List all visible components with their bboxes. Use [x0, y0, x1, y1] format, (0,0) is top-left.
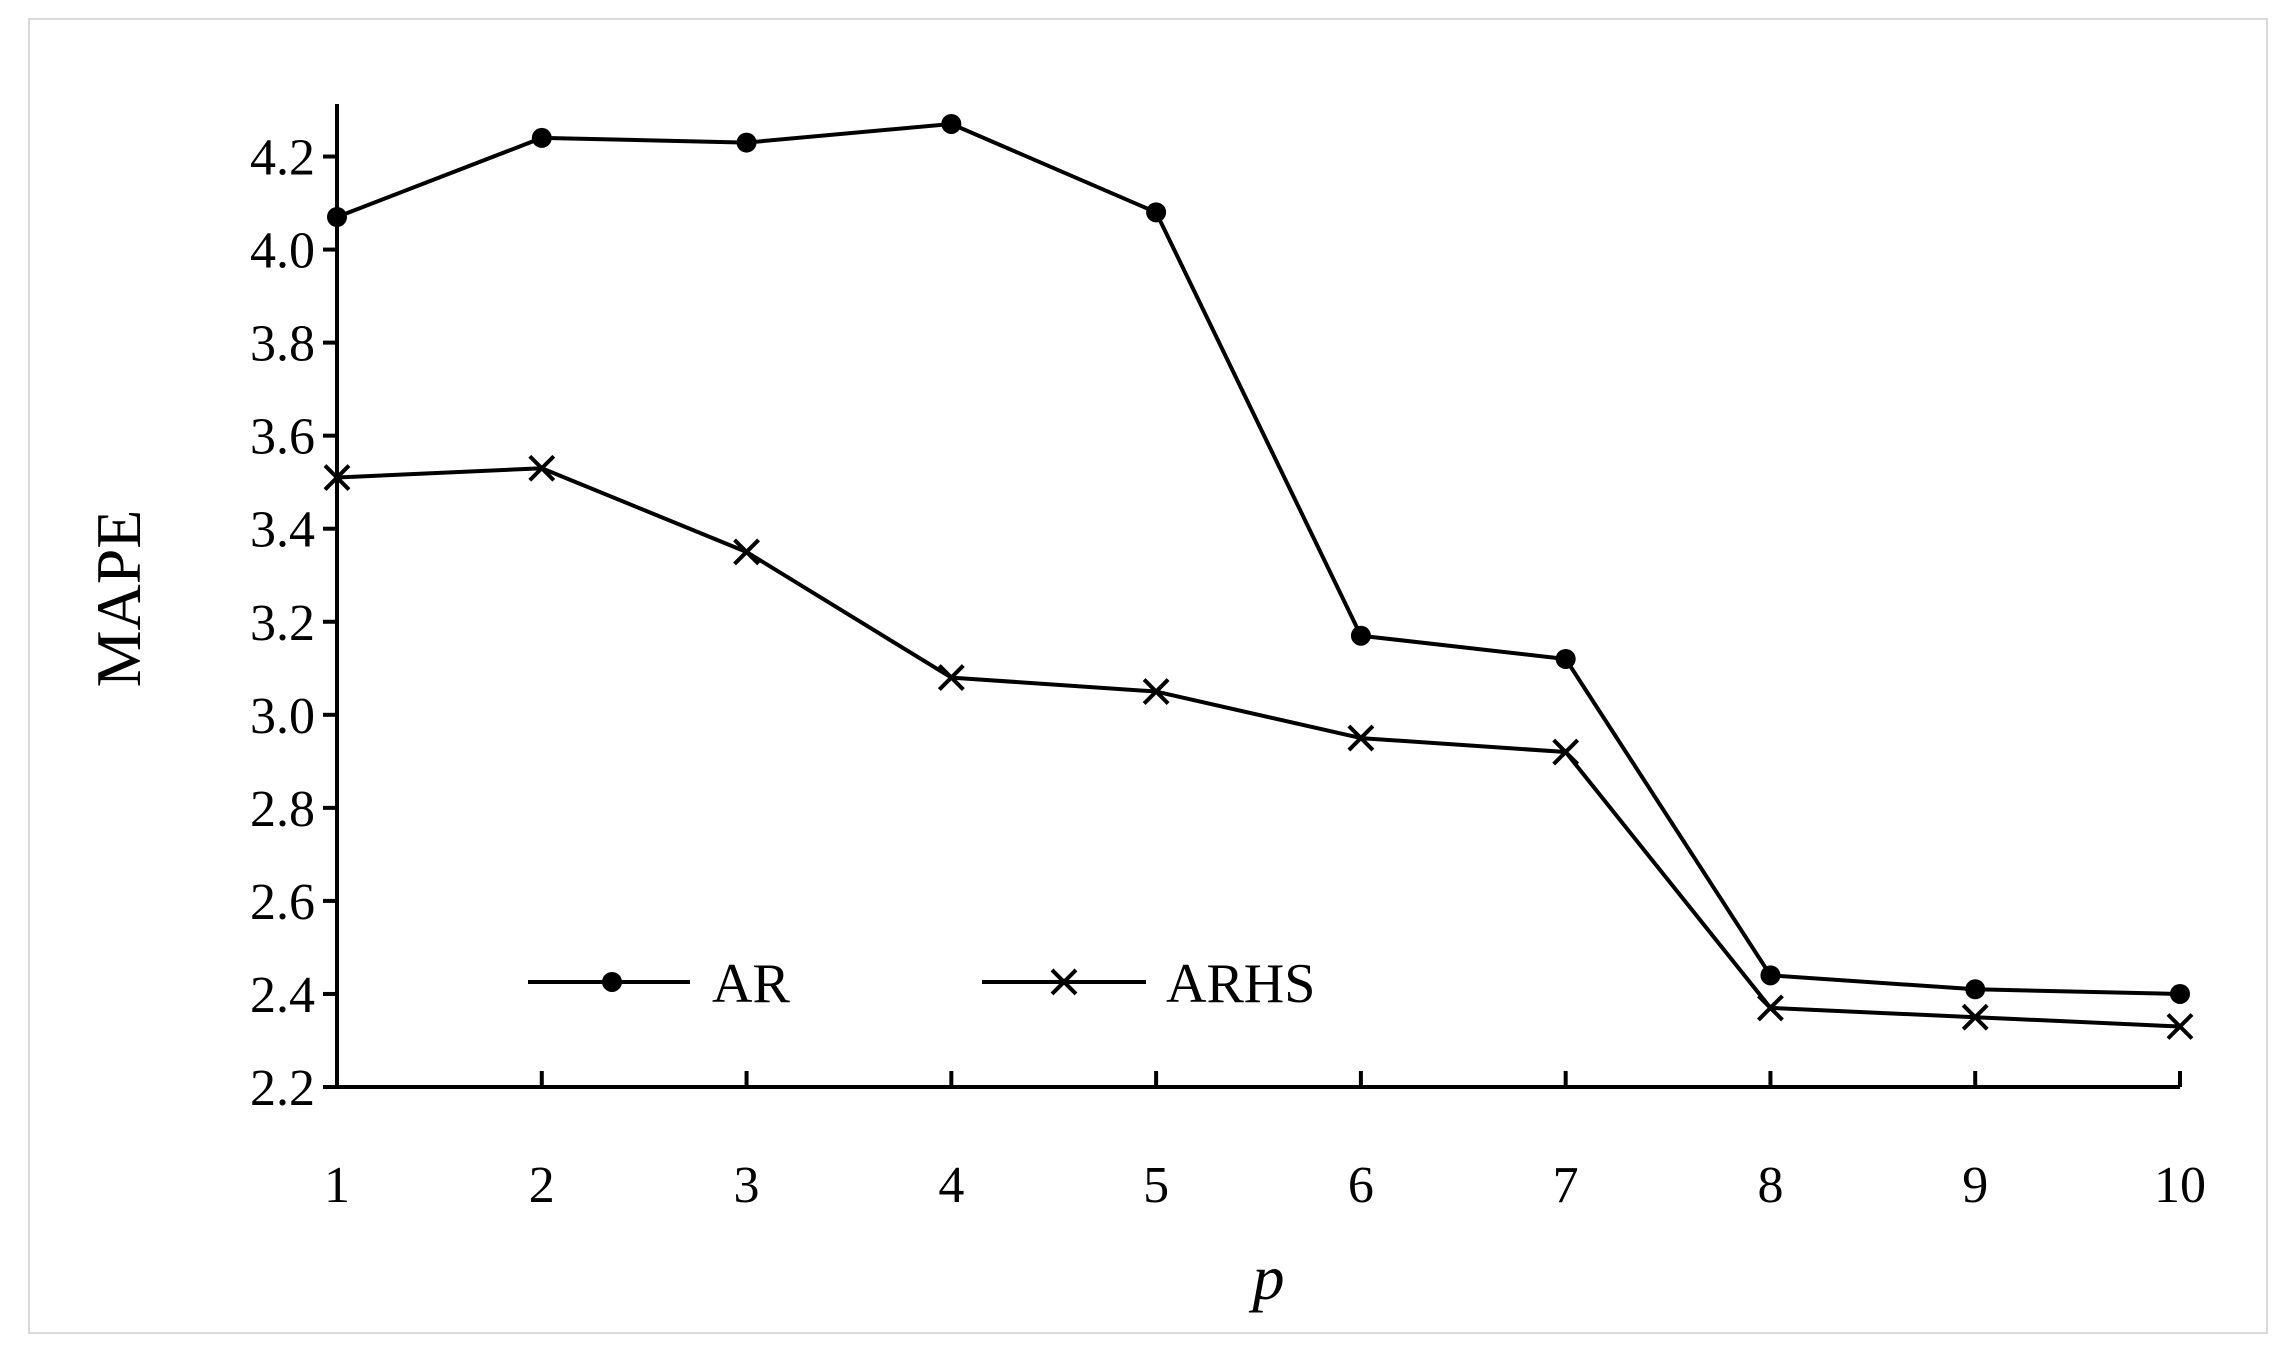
series-arhs-line [336, 466, 2181, 1029]
series-layer [323, 113, 2194, 1040]
data-point [736, 132, 757, 153]
series-arhs [323, 454, 2194, 1040]
data-point [1350, 625, 1371, 646]
series-ar [327, 113, 2190, 1004]
data-point [1552, 738, 1580, 766]
axes [335, 104, 2180, 1089]
data-point [1347, 724, 1375, 752]
y-axis-title: MAPE [83, 510, 154, 688]
data-point [327, 207, 347, 228]
legend-ar-label: AR [712, 953, 790, 1015]
data-point [1142, 678, 1170, 705]
x-axis-title: p [1249, 1242, 1285, 1313]
legend: AR ARHS [528, 953, 1315, 1015]
y-tick-label: 3.6 [250, 409, 315, 466]
x-tick-label: 9 [1962, 1157, 1988, 1214]
x-tick-label: 8 [1757, 1157, 1783, 1214]
data-point [2166, 1013, 2194, 1040]
y-tick-label: 3.8 [250, 316, 315, 373]
data-point [2170, 983, 2190, 1004]
data-point [531, 127, 552, 148]
x-tick-label: 7 [1553, 1157, 1579, 1214]
data-point [937, 664, 965, 692]
y-tick-label: 2.2 [250, 1060, 315, 1117]
legend-arhs-label: ARHS [1166, 953, 1315, 1015]
series-ar-line [336, 121, 2181, 996]
x-tick-label: 10 [2154, 1157, 2206, 1214]
y-tick-label: 3.0 [250, 688, 315, 745]
y-tick-label: 3.4 [250, 502, 315, 559]
data-point [1146, 202, 1167, 223]
x-tick-label: 5 [1143, 1157, 1169, 1214]
y-tick-label: 2.8 [250, 781, 315, 838]
x-tick-label: 3 [734, 1157, 760, 1214]
data-point [1757, 994, 1784, 1022]
y-axis-ticks: 2.2 2.4 2.6 2.8 3.0 3.2 3.4 3.6 3.8 4.0 4.2 [250, 130, 337, 1117]
data-point [323, 464, 351, 491]
x-tick-label: 2 [529, 1157, 555, 1214]
y-tick-label: 4.0 [250, 223, 315, 280]
x-tick-label: 4 [938, 1157, 964, 1214]
x-axis-ticks: 1 2 3 4 5 6 7 8 9 10 [324, 1071, 2206, 1214]
data-point [1961, 1003, 1989, 1031]
chart-frame [28, 18, 2268, 1334]
data-point [1760, 965, 1781, 986]
y-tick-label: 3.2 [250, 595, 315, 652]
data-point [733, 538, 760, 566]
legend-arhs-marker [1050, 968, 1078, 996]
data-point [1965, 979, 1986, 1000]
y-tick-label: 2.6 [250, 874, 315, 931]
y-tick-label: 4.2 [250, 130, 315, 187]
x-tick-label: 6 [1348, 1157, 1374, 1214]
data-point [941, 113, 962, 134]
y-tick-label: 2.4 [250, 967, 315, 1024]
x-tick-label: 1 [324, 1157, 350, 1214]
data-point [1555, 648, 1576, 669]
legend-ar-marker [602, 971, 622, 992]
data-point [528, 454, 556, 482]
